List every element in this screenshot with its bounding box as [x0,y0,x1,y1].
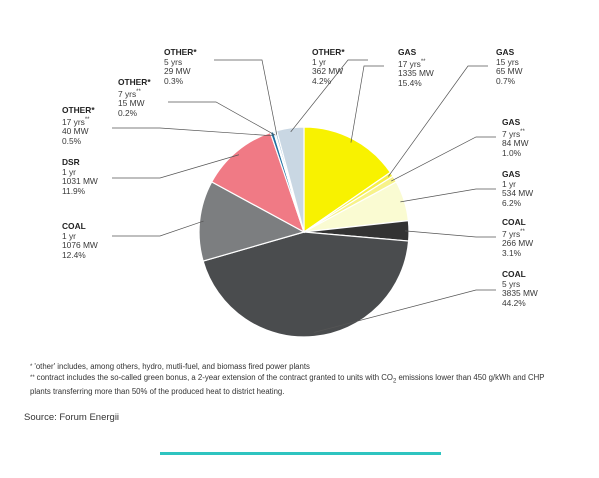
slice-percent: 12.4% [62,249,86,260]
slice-duration: 5 yrs [164,56,183,67]
slice-capacity: 362 MW [312,66,344,77]
slice-category: DSR [62,157,80,167]
slice-label: GAS 15 yrs 65 MW 0.7% [496,47,523,86]
slice-category: GAS [496,47,515,57]
leader-line [391,136,496,182]
leader-line [112,127,274,137]
footnote-green-bonus: ** contract includes the so-called green … [30,372,545,396]
footnote-co2-subscript: 2 [392,378,397,385]
slice-duration-marker: ** [520,128,525,135]
leader-line [404,230,496,238]
leader-line [350,65,384,143]
slice-percent: 44.2% [502,297,526,308]
slice-capacity: 40 MW [62,125,89,136]
slice-label: OTHER* 7 yrs** 15 MW 0.2% [118,77,151,118]
slice-label: COAL 7 yrs** 266 MW 3.1% [502,217,534,258]
slice-label: GAS 17 yrs** 1335 MW 15.4% [398,47,434,88]
slice-category: GAS [502,169,521,179]
slice-label: OTHER* 17 yrs** 40 MW 0.5% [62,105,95,146]
leader-line [112,220,204,237]
slice-capacity: 1031 MW [62,176,98,187]
slice-duration: 15 yrs [496,56,519,67]
source-note: Source: Forum Energii [24,412,120,423]
leader-line [313,289,496,333]
pie-slice-dsr-1-yr [210,131,306,234]
footnotes: *'other' includes, among others, hydro, … [30,362,550,397]
slice-duration-marker: ** [520,228,525,235]
slice-duration: 1 yr [502,178,516,189]
pie-slice-gas-17-yrs [303,126,392,234]
slice-category: COAL [62,221,86,231]
slice-duration: 5 yrs [502,278,521,289]
slice-duration: 1 yr [312,56,326,67]
slice-percent: 4.2% [312,75,332,86]
slice-percent: 0.7% [496,75,516,86]
slice-category: OTHER* [118,77,151,87]
slice-capacity: 534 MW [502,188,534,199]
slice-duration: 1 yr [62,166,76,177]
slice-capacity: 15 MW [118,97,145,108]
slice-duration-marker: ** [420,58,426,65]
slice-label: GAS 1 yr 534 MW 6.2% [502,169,534,208]
slice-category: COAL [502,269,526,279]
slice-label: COAL 5 yrs 3835 MW 44.2% [502,269,538,308]
slice-percent: 0.2% [118,107,138,118]
leader-line [290,59,368,133]
leader-line [400,188,496,203]
slice-label: GAS 7 yrs** 84 MW 1.0% [502,117,529,158]
slice-label: OTHER* 5 yrs 29 MW 0.3% [164,47,197,86]
pie-slice-coal-5-yrs [202,231,410,338]
slice-percent: 1.0% [502,147,522,158]
slice-duration-marker: ** [84,116,90,123]
slice-duration: 7 yrs** [118,88,141,99]
slice-capacity: 266 MW [502,237,534,248]
leader-line [112,154,240,179]
slice-capacity: 29 MW [164,66,191,77]
slice-capacity: 84 MW [502,137,529,148]
slice-category: GAS [398,47,417,57]
slice-percent: 11.9% [62,185,86,196]
slice-percent: 0.3% [164,75,184,86]
pie-slice-coal-1-yr [198,181,306,262]
slice-percent: 15.4% [398,77,422,88]
slice-category: GAS [502,117,521,127]
slice-category: OTHER* [164,47,197,57]
slice-duration: 7 yrs** [502,228,525,239]
slice-duration: 7 yrs** [502,128,525,139]
slice-capacity: 65 MW [496,66,523,77]
slice-label: OTHER* 1 yr 362 MW 4.2% [312,47,345,86]
slice-capacity: 1076 MW [62,240,98,251]
slice-label: COAL 1 yr 1076 MW 12.4% [62,221,98,260]
footnote-green-bonus-text-a: contract includes the so-called green bo… [36,372,393,382]
leader-line [214,59,278,135]
slice-percent: 0.5% [62,135,82,146]
slice-duration-marker: ** [136,88,141,95]
leader-line [388,65,488,177]
slice-duration: 17 yrs** [398,58,426,69]
slice-duration: 1 yr [62,230,76,241]
footnote-other: *'other' includes, among others, hydro, … [30,362,310,371]
slice-percent: 3.1% [502,247,522,258]
slice-category: OTHER* [312,47,345,57]
accent-divider [160,452,441,455]
slice-capacity: 1335 MW [398,67,434,78]
slice-category: COAL [502,217,526,227]
slice-percent: 6.2% [502,197,522,208]
leader-lines [112,59,496,333]
slice-label: DSR 1 yr 1031 MW 11.9% [62,157,98,196]
footnote-green-bonus-text-b: emissions lower than 450 g/kWh and CHP p… [30,372,545,396]
slice-duration: 17 yrs** [62,116,90,127]
pie-slices [198,126,410,338]
footnote-other-text: 'other' includes, among others, hydro, m… [34,362,310,371]
slice-capacity: 3835 MW [502,288,538,299]
pie-slice-other-1-yr [275,126,305,233]
leader-line [168,101,276,136]
slice-category: OTHER* [62,105,95,115]
